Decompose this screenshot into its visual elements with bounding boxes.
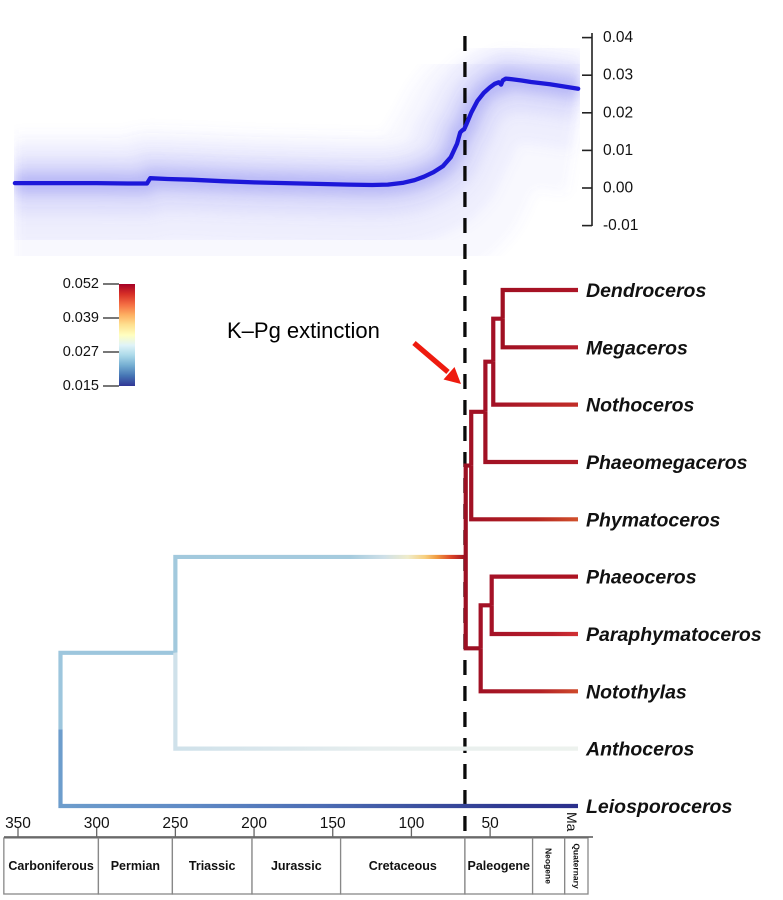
period-label: Permian [111,859,160,873]
tip-label: Notothylas [586,681,687,703]
colorbar-tick-label: 0.027 [63,344,99,360]
rate-mean-line [12,76,581,188]
tree-branch [478,603,492,649]
tree-branch [491,361,578,407]
kpg-extinction-label: K–Pg extinction [227,318,380,343]
kpg-arrow-icon [412,341,461,384]
y-tick-label: 0.01 [603,142,633,159]
period-label: Cretaceous [369,859,437,873]
tip-label: Leiosporoceros [586,796,732,818]
tree-branch [500,287,578,319]
rate-density-cloud [14,29,580,274]
period-box [3,837,100,895]
tip-label: Megaceros [586,337,688,359]
colorbar-tick-label: 0.015 [63,378,99,394]
tree-branch [463,556,481,651]
tree-branch [478,648,578,694]
phylogeny-tree: Dendroceros Megaceros Nothoceros Phaeomegac… [58,280,762,818]
tree-branch [491,316,503,362]
colorbar-tick-label: 0.039 [63,310,99,326]
period-label: Jurassic [271,859,322,873]
rate-y-axis: 0.04 0.03 0.02 0.01 0.00 -0.01 [582,29,638,234]
y-tick-label: 0.04 [603,29,634,46]
time-tick-label: 200 [241,815,267,832]
period-box [251,837,342,895]
tree-branch [469,465,578,522]
tip-label: Anthoceros [585,739,695,761]
y-tick-label: 0.00 [603,180,634,197]
time-tick-label: 100 [398,815,424,832]
rate-colorbar: 0.052 0.039 0.027 0.015 [63,276,135,394]
colorbar-gradient [119,284,135,386]
tree-branch [173,652,578,751]
tip-label: Phaeomegaceros [586,452,748,474]
tree-branch [173,554,466,653]
tip-label: Phaeoceros [586,567,697,589]
period-label: Carboniferous [8,859,93,873]
tree-branch [483,411,578,465]
time-tick-label: 50 [481,815,499,832]
period-label: Quaternary [571,843,581,889]
period-label: Neogene [544,848,554,884]
time-tick-label: 350 [5,815,31,832]
time-tick-label: 300 [84,815,110,832]
period-box [339,837,466,895]
tree-branch [58,729,578,809]
tree-branch [500,318,578,350]
period-box [464,837,534,895]
period-label: Paleogene [467,859,530,873]
tree-branch [483,359,494,412]
y-tick-label: -0.01 [603,217,638,234]
period-label: Triassic [189,859,236,873]
time-tick-label: 250 [162,815,188,832]
period-box [564,837,589,895]
y-tick-label: 0.02 [603,104,633,121]
colorbar-tick-label: 0.052 [63,276,99,292]
tree-branch [58,650,176,730]
period-box [531,837,566,895]
y-tick-label: 0.03 [603,67,633,84]
tip-label: Dendroceros [586,280,706,302]
tip-label: Nothoceros [586,395,695,417]
time-tick-label: 150 [320,815,346,832]
tree-branch [489,574,578,606]
ma-unit-label: Ma [564,812,580,832]
geologic-timescale: 350 300 250 200 150 100 50 Carboniferous Permian… [3,812,593,895]
tip-label: Phymatoceros [586,509,721,531]
tree-branch [489,605,578,637]
tree-branch [469,409,486,466]
tip-label: Paraphymatoceros [586,624,762,646]
